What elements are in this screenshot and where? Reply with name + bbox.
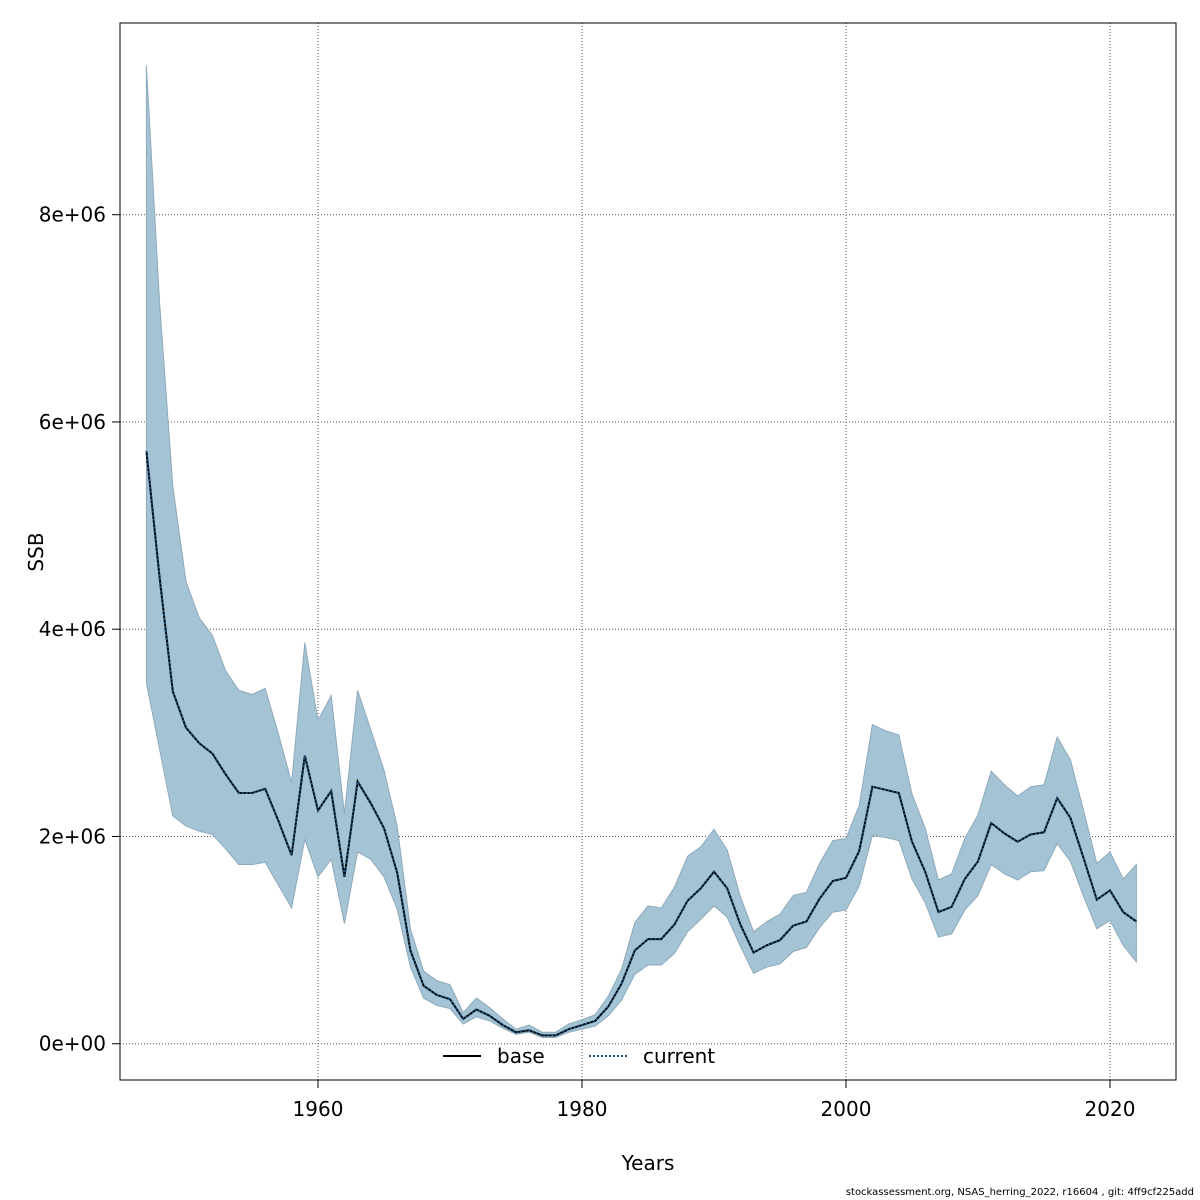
plot-frame — [119, 22, 1177, 1081]
confidence-band — [145, 65, 1137, 1038]
y-tick-label-2: 4e+06 — [39, 617, 106, 641]
confidence-band-area — [145, 65, 1137, 1038]
x-tick-label-1980: 1980 — [557, 1097, 608, 1121]
x-tick-label-2020: 2020 — [1085, 1097, 1136, 1121]
axes: 1960 1980 2000 2020 0e+00 2e+06 4e+06 6e+06 8e+0… — [39, 203, 1136, 1121]
legend-label-base: base — [497, 1044, 545, 1068]
y-tick-label-0: 0e+00 — [39, 1032, 106, 1056]
footer-credit: stockassessment.org, NSAS_herring_2022, … — [845, 1187, 1194, 1198]
x-axis-title: Years — [621, 1151, 675, 1175]
legend-label-current: current — [643, 1044, 715, 1068]
series-line-current — [145, 450, 1137, 1037]
legend: base current — [443, 1044, 715, 1068]
x-tick-label-1960: 1960 — [293, 1097, 344, 1121]
series-lines — [145, 450, 1137, 1037]
y-tick-label-1: 2e+06 — [39, 824, 106, 848]
x-tick-label-2000: 2000 — [821, 1097, 872, 1121]
y-tick-label-3: 6e+06 — [39, 410, 106, 434]
y-axis-title: SSB — [24, 532, 48, 571]
y-tick-label-4: 8e+06 — [39, 203, 106, 227]
